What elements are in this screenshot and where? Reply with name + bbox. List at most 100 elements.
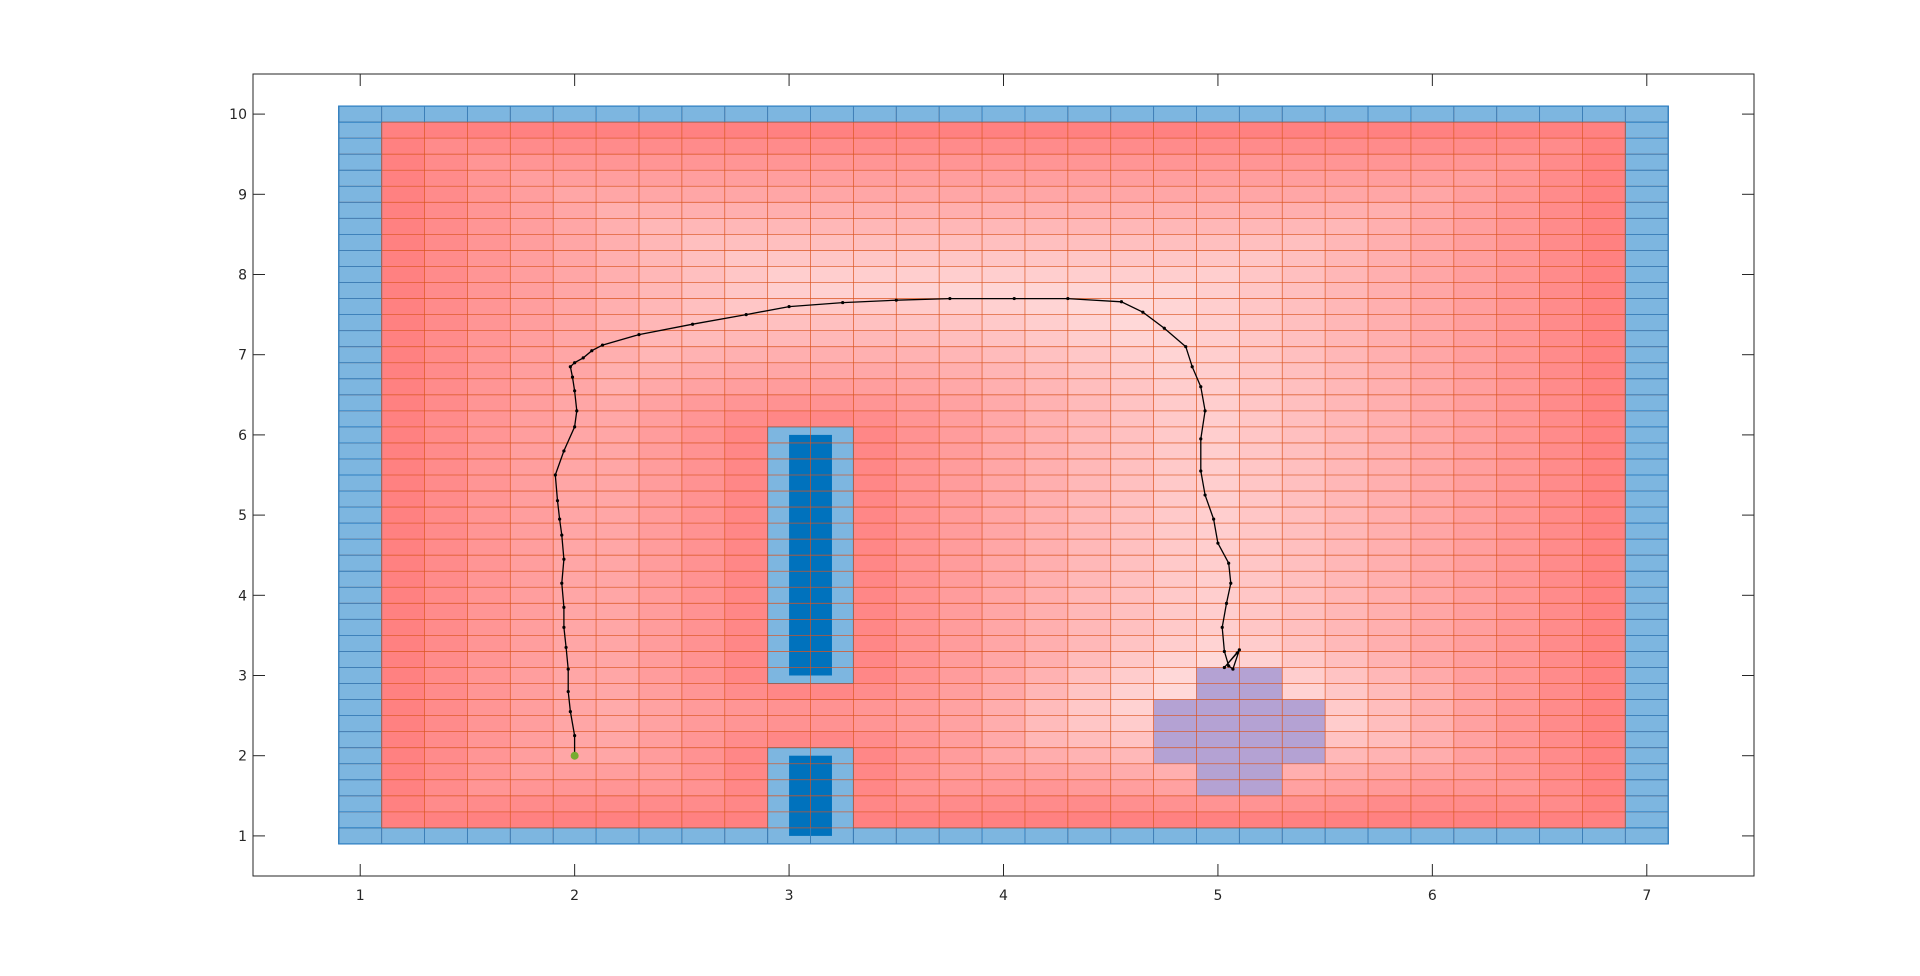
cost-cell xyxy=(424,731,468,748)
grid-outline xyxy=(338,105,1669,845)
cost-cell xyxy=(767,378,811,395)
cost-cell xyxy=(1239,635,1283,652)
cost-cell xyxy=(1325,715,1369,732)
cost-cell xyxy=(896,667,940,684)
cost-cell xyxy=(1239,571,1283,588)
cost-cell xyxy=(853,362,897,379)
cost-cell xyxy=(767,202,811,219)
cost-cell xyxy=(1582,426,1626,443)
cost-cell xyxy=(381,362,425,379)
cost-cell xyxy=(638,250,682,267)
cost-cell xyxy=(1582,795,1626,812)
cost-cell xyxy=(724,250,768,267)
cost-cell xyxy=(853,539,897,556)
cost-cell xyxy=(1282,603,1326,620)
cost-cell xyxy=(638,667,682,684)
cost-cell xyxy=(1539,731,1583,748)
cost-cell xyxy=(596,394,639,411)
cost-cell xyxy=(596,186,639,203)
cost-cell xyxy=(1325,779,1369,796)
cost-cell xyxy=(510,667,554,684)
cost-cell xyxy=(724,635,768,652)
cost-cell xyxy=(510,475,554,492)
cost-cell xyxy=(596,491,639,508)
cost-cell xyxy=(1067,571,1111,588)
path-point xyxy=(1203,409,1207,413)
path-point xyxy=(575,409,579,413)
cost-cell xyxy=(681,202,725,219)
cost-cell xyxy=(1153,458,1197,475)
cost-cell xyxy=(510,763,554,780)
cost-cell xyxy=(1410,555,1454,572)
cost-cell xyxy=(510,410,554,427)
cost-cell xyxy=(1024,154,1068,171)
cost-cell xyxy=(767,394,811,411)
y-tick-label: 4 xyxy=(238,588,247,604)
cost-cell xyxy=(1368,635,1411,652)
cost-cell xyxy=(1067,651,1111,668)
cost-cell xyxy=(467,731,511,748)
cost-cell xyxy=(724,699,768,716)
cost-cell xyxy=(1368,699,1411,716)
cost-cell xyxy=(1282,138,1326,155)
cost-cell xyxy=(510,362,554,379)
cost-cell xyxy=(1153,218,1197,235)
cost-cell xyxy=(939,330,983,347)
cost-cell xyxy=(1067,362,1111,379)
cost-cell xyxy=(381,475,425,492)
cost-cell xyxy=(681,763,725,780)
cost-cell xyxy=(1368,378,1411,395)
cost-cell xyxy=(1582,154,1626,171)
cost-cell xyxy=(381,747,425,764)
path-point xyxy=(1227,561,1231,565)
cost-cell xyxy=(1410,218,1454,235)
cost-cell xyxy=(1110,731,1154,748)
cost-cell xyxy=(424,779,468,796)
cost-cell xyxy=(1067,458,1111,475)
cost-cell xyxy=(1539,426,1583,443)
cost-cell xyxy=(510,378,554,395)
cost-cell xyxy=(1368,298,1411,315)
cost-cell xyxy=(896,330,940,347)
cost-cell xyxy=(1110,314,1154,331)
cost-cell xyxy=(1368,202,1411,219)
cost-cell xyxy=(939,154,983,171)
cost-cell xyxy=(1067,635,1111,652)
cost-cell xyxy=(1024,795,1068,812)
cost-cell xyxy=(896,266,940,283)
cost-cell xyxy=(553,442,597,459)
cost-cell xyxy=(1325,795,1369,812)
cost-cell xyxy=(1539,651,1583,668)
cost-cell xyxy=(1196,491,1240,508)
cost-cell xyxy=(1282,491,1326,508)
cost-cell xyxy=(896,170,940,187)
cost-cell xyxy=(1368,491,1411,508)
cost-cell xyxy=(1110,218,1154,235)
cost-cell xyxy=(1325,523,1369,540)
cost-cell xyxy=(553,523,597,540)
cost-cell xyxy=(1239,442,1283,459)
cost-cell xyxy=(982,234,1025,251)
cost-cell xyxy=(381,394,425,411)
cost-cell xyxy=(553,763,597,780)
cost-cell xyxy=(1239,154,1283,171)
cost-cell xyxy=(1282,298,1326,315)
cost-cell xyxy=(467,186,511,203)
cost-cell xyxy=(638,619,682,636)
cost-cell xyxy=(1496,250,1540,267)
cost-cell xyxy=(767,410,811,427)
cost-cell xyxy=(1539,603,1583,620)
cost-cell xyxy=(681,394,725,411)
cost-cell xyxy=(939,699,983,716)
cost-cell xyxy=(1410,747,1454,764)
path-point xyxy=(1212,517,1216,521)
cost-cell xyxy=(424,154,468,171)
cost-cell xyxy=(1239,651,1283,668)
cost-cell xyxy=(939,426,983,443)
cost-cell xyxy=(1325,731,1369,748)
cost-cell xyxy=(1153,154,1197,171)
cost-cell xyxy=(1110,378,1154,395)
cost-cell xyxy=(1368,571,1411,588)
cost-cell xyxy=(1153,587,1197,604)
